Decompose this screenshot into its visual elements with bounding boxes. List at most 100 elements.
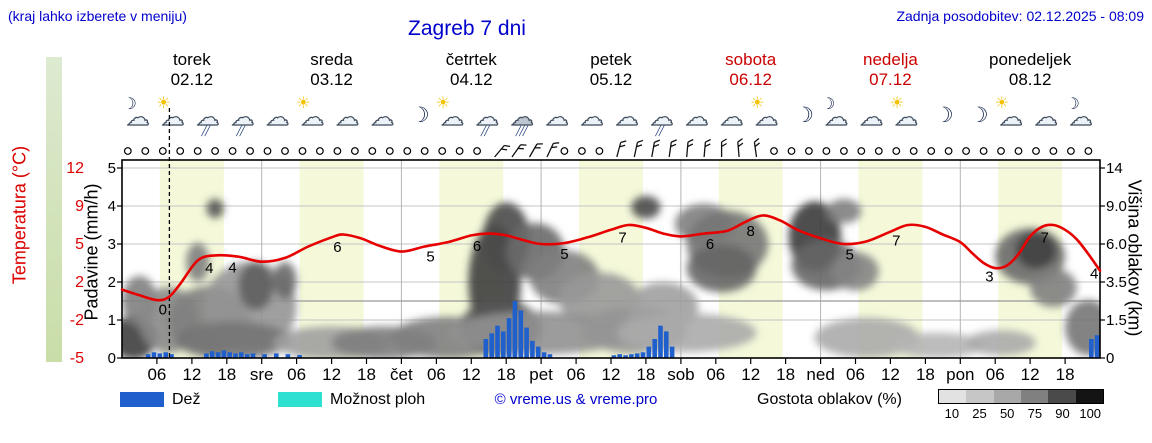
weather-icon-cloud: ☁: [611, 98, 645, 140]
svg-text:-5: -5: [70, 350, 84, 367]
wind-barb: [633, 139, 644, 158]
cloud-icon: ☁: [370, 104, 394, 130]
cloud-icon: ☁: [1034, 104, 1058, 130]
svg-text:18: 18: [1056, 365, 1075, 384]
moon-icon: ☽: [410, 104, 430, 127]
day-name: sobota: [725, 50, 777, 69]
svg-text:5: 5: [75, 236, 84, 253]
weather-icon-heavy-rain: ☁ ╱╱╱: [507, 98, 541, 140]
weather-icon-cloud: ☁: [577, 98, 611, 140]
svg-text:3: 3: [985, 269, 993, 286]
weather-icon-sun-cloud: ☀ ☁: [296, 95, 331, 140]
day-date: 04.12: [450, 70, 493, 90]
svg-text:0: 0: [108, 350, 116, 367]
svg-text:4: 4: [108, 198, 116, 215]
density-tick-label: 75: [1027, 406, 1043, 421]
axis-tick-marks: [117, 167, 1105, 364]
rain-legend-label: Dež: [172, 391, 201, 408]
day-name: ponedeljek: [989, 50, 1072, 69]
density-tick-label: 90: [1055, 406, 1070, 421]
svg-text:12: 12: [66, 160, 84, 177]
wind-barb: [651, 139, 661, 158]
svg-text:1.5: 1.5: [1106, 312, 1127, 329]
cloud-density-ticks: 10 25 50 75 90 100: [938, 406, 1104, 421]
svg-text:3.5: 3.5: [1106, 274, 1127, 291]
weather-icon-cloud: ☁: [856, 98, 890, 140]
day-header-sobota: sobota 06.12: [681, 50, 821, 91]
temp-axis-ticks: 12 9 5 2 -2 -5: [66, 160, 84, 367]
moon-icon: ☽: [969, 104, 989, 127]
moon-icon: ☽: [795, 104, 814, 127]
svg-text:06: 06: [567, 365, 586, 384]
density-scale-step: [993, 390, 1021, 403]
svg-text:18: 18: [217, 365, 236, 384]
sun-icon: ☀: [156, 95, 171, 112]
weather-icon-cloud: ☁: [332, 98, 366, 140]
svg-text:9.0: 9.0: [1106, 198, 1127, 215]
svg-text:5: 5: [426, 248, 434, 265]
weather-icon-cloud: ☁: [262, 98, 296, 140]
weather-icon-moon-cloud: ☽ ☁: [1065, 96, 1100, 140]
cloud-icon: ☁: [545, 104, 569, 130]
rain-drops-icon: ╱╱: [236, 126, 245, 136]
wind-barb: [511, 144, 527, 158]
precip-axis-ticks: 5 4 3 2 1 0: [108, 160, 116, 367]
svg-text:06: 06: [706, 365, 725, 384]
cloud-icon: ☁: [580, 104, 604, 130]
copyright-link[interactable]: © vreme.us & vreme.pro: [494, 391, 658, 408]
day-date: 08.12: [1008, 70, 1052, 90]
weather-icon-rain: ☁ ╱╱: [472, 98, 506, 140]
sun-icon: ☀: [994, 95, 1010, 112]
svg-text:4: 4: [1090, 265, 1098, 282]
weather-icon-moon: ☽: [786, 98, 820, 140]
weather-icon-moon-cloud: ☽ ☁: [122, 97, 156, 140]
svg-text:12: 12: [881, 365, 900, 384]
weather-icon-moon: ☽: [926, 98, 960, 140]
svg-text:8: 8: [747, 223, 755, 240]
weather-icon-moon-cloud: ☽ ☁: [821, 96, 855, 140]
svg-text:06: 06: [986, 365, 1005, 384]
cloud-density-label: Gostota oblakov (%): [757, 391, 902, 408]
weather-icon-moon: ☽: [402, 98, 436, 140]
svg-text:12: 12: [322, 365, 341, 384]
density-scale-step: [939, 390, 967, 403]
svg-text:1: 1: [108, 312, 116, 329]
svg-text:5: 5: [560, 246, 568, 263]
weather-icon-rain: ☁ ╱╱: [227, 98, 261, 140]
svg-text:12: 12: [602, 365, 621, 384]
svg-text:0: 0: [159, 302, 167, 319]
svg-text:14: 14: [1106, 160, 1123, 177]
rain-drops-icon: ╱╱: [480, 126, 490, 136]
moon-icon: ☽: [1065, 96, 1080, 113]
wind-barb: [737, 138, 744, 158]
weather-icon-sun-cloud: ☀ ☁: [750, 96, 785, 140]
weather-icon-rain: ☁ ╱╱: [192, 98, 226, 140]
day-date: 05.12: [589, 70, 633, 90]
svg-text:18: 18: [916, 365, 935, 384]
cloud-icon: ☁: [266, 104, 290, 130]
svg-text:6: 6: [706, 236, 714, 253]
day-header-ponedeljek: ponedeljek 08.12: [960, 50, 1100, 91]
svg-text:12: 12: [182, 365, 201, 384]
svg-text:18: 18: [636, 365, 655, 384]
x-axis-labels: 06 12 18 sre 06 12 18 čet 06 12 18 pet 06 12 18 sob 06 12…: [147, 365, 1074, 384]
cloud-density-scale: [938, 389, 1104, 404]
svg-text:3: 3: [108, 236, 116, 253]
density-tick-label: 100: [1079, 406, 1102, 421]
cloud-icon: ☁: [755, 104, 779, 130]
svg-text:12: 12: [741, 365, 760, 384]
svg-text:9: 9: [75, 198, 84, 215]
svg-text:7: 7: [618, 230, 626, 247]
wind-barb: [546, 142, 560, 158]
weather-icon-cloud: ☁: [367, 98, 401, 140]
svg-text:12: 12: [462, 365, 481, 384]
sun-icon: ☀: [296, 95, 311, 112]
day-date: 02.12: [170, 70, 214, 90]
cloud-icon: ☁: [650, 104, 674, 130]
moon-icon: ☽: [821, 96, 836, 113]
wind-barb: [528, 143, 543, 158]
svg-text:2: 2: [108, 274, 116, 291]
density-tick-label: 25: [972, 406, 987, 421]
